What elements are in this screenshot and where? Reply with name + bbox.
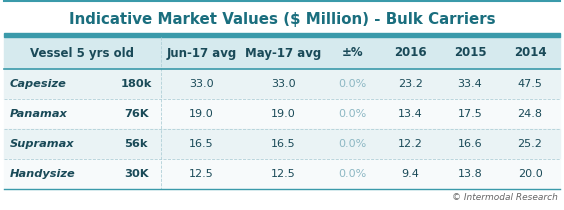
Text: 30K: 30K [124,169,148,179]
Text: 0.0%: 0.0% [338,139,366,149]
Bar [4,99,560,129]
Text: ±%: ±% [341,46,363,59]
Text: 19.0: 19.0 [190,109,214,119]
Text: 16.5: 16.5 [271,139,296,149]
Text: 17.5: 17.5 [457,109,482,119]
Text: 2016: 2016 [394,46,426,59]
Text: 23.2: 23.2 [398,79,422,89]
Bar [4,159,560,189]
Text: 2014: 2014 [514,46,547,59]
Text: 0.0%: 0.0% [338,79,366,89]
Text: Jun-17 avg: Jun-17 avg [166,46,237,59]
Text: 76K: 76K [124,109,148,119]
Text: 9.4: 9.4 [401,169,419,179]
Text: 56k: 56k [125,139,148,149]
Text: 25.2: 25.2 [518,139,543,149]
Text: 13.8: 13.8 [457,169,482,179]
Bar [4,129,560,159]
Text: Panamax: Panamax [10,109,68,119]
Text: 13.4: 13.4 [398,109,422,119]
Bar [4,33,560,37]
Text: 19.0: 19.0 [271,109,296,119]
Text: 16.6: 16.6 [458,139,482,149]
Bar [4,37,560,69]
Text: 12.5: 12.5 [190,169,214,179]
Text: 33.0: 33.0 [190,79,214,89]
Text: © Intermodal Research: © Intermodal Research [452,193,558,202]
Text: Capesize: Capesize [10,79,67,89]
Text: Indicative Market Values ($ Million) - Bulk Carriers: Indicative Market Values ($ Million) - B… [69,12,495,27]
Text: 2015: 2015 [454,46,486,59]
Text: 12.5: 12.5 [271,169,296,179]
Text: 47.5: 47.5 [518,79,543,89]
Text: Supramax: Supramax [10,139,74,149]
Text: 20.0: 20.0 [518,169,543,179]
Text: 33.0: 33.0 [271,79,296,89]
Bar [4,69,560,99]
Text: 0.0%: 0.0% [338,169,366,179]
Text: 24.8: 24.8 [518,109,543,119]
Text: Vessel 5 yrs old: Vessel 5 yrs old [30,46,134,59]
Text: 12.2: 12.2 [398,139,422,149]
Text: 0.0%: 0.0% [338,109,366,119]
Text: Handysize: Handysize [10,169,76,179]
Text: 16.5: 16.5 [190,139,214,149]
Text: 33.4: 33.4 [457,79,482,89]
Text: 180k: 180k [121,79,152,89]
Text: May-17 avg: May-17 avg [245,46,321,59]
